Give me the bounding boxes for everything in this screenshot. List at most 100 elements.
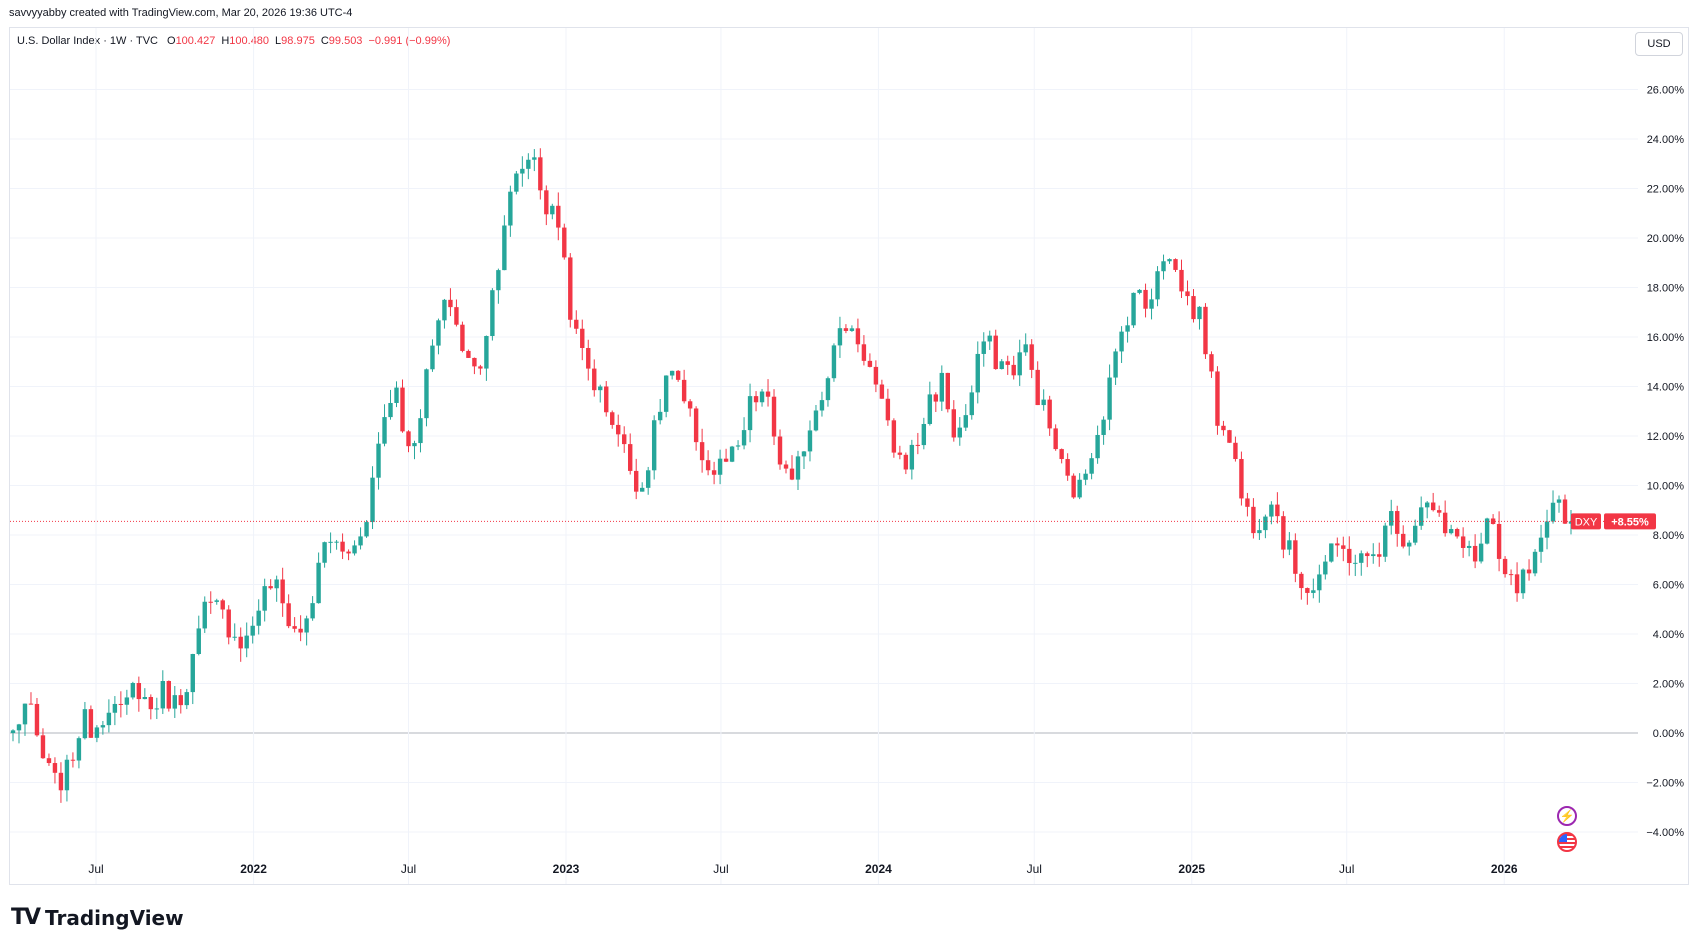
candle-up [927, 394, 933, 424]
candle-down [1305, 588, 1310, 593]
candle-down [1071, 475, 1076, 498]
candle-up [1095, 434, 1100, 459]
candle-up [741, 430, 747, 446]
candle-down [1143, 289, 1148, 309]
candle-down [1173, 259, 1178, 270]
candle-up [520, 168, 525, 174]
candle-up [502, 225, 507, 271]
candle-down [268, 586, 273, 589]
candle-up [274, 579, 279, 589]
candle-up [819, 400, 825, 411]
candle-up [1329, 543, 1334, 562]
currency-button[interactable]: USD [1635, 32, 1683, 56]
candle-up [1137, 289, 1142, 293]
y-tick-label: 26.00% [1647, 85, 1685, 97]
chart-pane[interactable] [9, 27, 1689, 885]
candle-up [849, 328, 855, 331]
candle-up [1389, 511, 1394, 526]
candle-down [1215, 371, 1220, 426]
candle-down [1191, 296, 1196, 320]
candle-up [639, 487, 645, 492]
candle-up [963, 415, 968, 428]
candle-up [106, 712, 112, 726]
candle-up [142, 697, 148, 700]
candle-down [693, 408, 699, 443]
y-tick-label: −2.00% [1646, 778, 1684, 790]
candle-up [1167, 259, 1172, 262]
y-tick-label: 8.00% [1653, 530, 1684, 542]
us-flag-event-icon[interactable] [1557, 832, 1577, 852]
candle-up [382, 417, 387, 444]
candle-down [1059, 449, 1064, 460]
candle-down [136, 683, 142, 700]
candle-down [610, 412, 615, 425]
candle-up [244, 635, 249, 649]
candle-up [214, 600, 219, 602]
close-key: C [320, 35, 329, 47]
candle-up [250, 625, 255, 636]
candle-down [1395, 511, 1400, 534]
candle-up [262, 586, 267, 611]
candle-up [1269, 504, 1274, 517]
candle-down [1035, 369, 1040, 406]
candle-up [825, 378, 831, 401]
candle-up [508, 191, 513, 226]
candle-up [1359, 553, 1364, 563]
candle-up [358, 536, 363, 546]
series-label: DXY [1575, 516, 1598, 528]
candle-down [1239, 458, 1244, 499]
candle-down [903, 454, 909, 470]
candle-down [1245, 498, 1250, 507]
candle-up [1257, 530, 1262, 534]
candle-down [1341, 545, 1346, 549]
candle-up [1119, 331, 1124, 352]
candle-down [1293, 540, 1298, 574]
candle-down [771, 396, 777, 437]
candle-down [699, 442, 705, 461]
candle-down [1179, 269, 1184, 292]
candle-down [592, 368, 597, 391]
candle-down [1029, 344, 1034, 370]
y-tick-label: 0.00% [1653, 728, 1684, 740]
candle-up [1353, 562, 1358, 564]
y-tick-label: 16.00% [1647, 332, 1685, 344]
candle-up [1317, 574, 1322, 591]
candle-down [226, 609, 231, 638]
candle-up [412, 443, 417, 447]
candle-down [286, 603, 291, 627]
candle-down [574, 319, 579, 329]
candle-down [855, 328, 861, 345]
candle-up [430, 345, 435, 370]
candle-down [1377, 554, 1382, 557]
candle-up [759, 391, 765, 403]
candle-down [885, 398, 891, 421]
candle-down [1053, 428, 1058, 450]
tradingview-logo-text: TradingView [45, 905, 184, 930]
low-key: L [275, 35, 282, 47]
y-tick-label: 4.00% [1653, 629, 1684, 641]
x-tick-label: Jul [1339, 862, 1354, 876]
open-value: 100.427 [175, 35, 216, 47]
candle-up [334, 541, 339, 543]
candle-down [1526, 569, 1532, 574]
candle-down [1490, 518, 1496, 524]
high-value: 100.480 [229, 35, 270, 47]
symbol-label[interactable]: U.S. Dollar Index · 1W · TVC [17, 35, 158, 47]
candle-up [795, 456, 801, 480]
candle-down [166, 681, 171, 709]
candle-down [580, 328, 585, 348]
candle-up [94, 727, 100, 738]
candle-down [951, 409, 956, 438]
candle-up [352, 545, 357, 554]
candle-down [478, 366, 483, 369]
low-value: 98.975 [281, 35, 315, 47]
candle-up [154, 708, 160, 710]
candle-down [346, 551, 351, 554]
candle-up [310, 603, 315, 619]
x-tick-label: 2024 [865, 862, 892, 876]
lightning-event-icon[interactable]: ⚡ [1557, 806, 1577, 826]
candle-down [1221, 425, 1226, 431]
candle-down [1251, 506, 1256, 534]
candle-down [220, 600, 225, 610]
